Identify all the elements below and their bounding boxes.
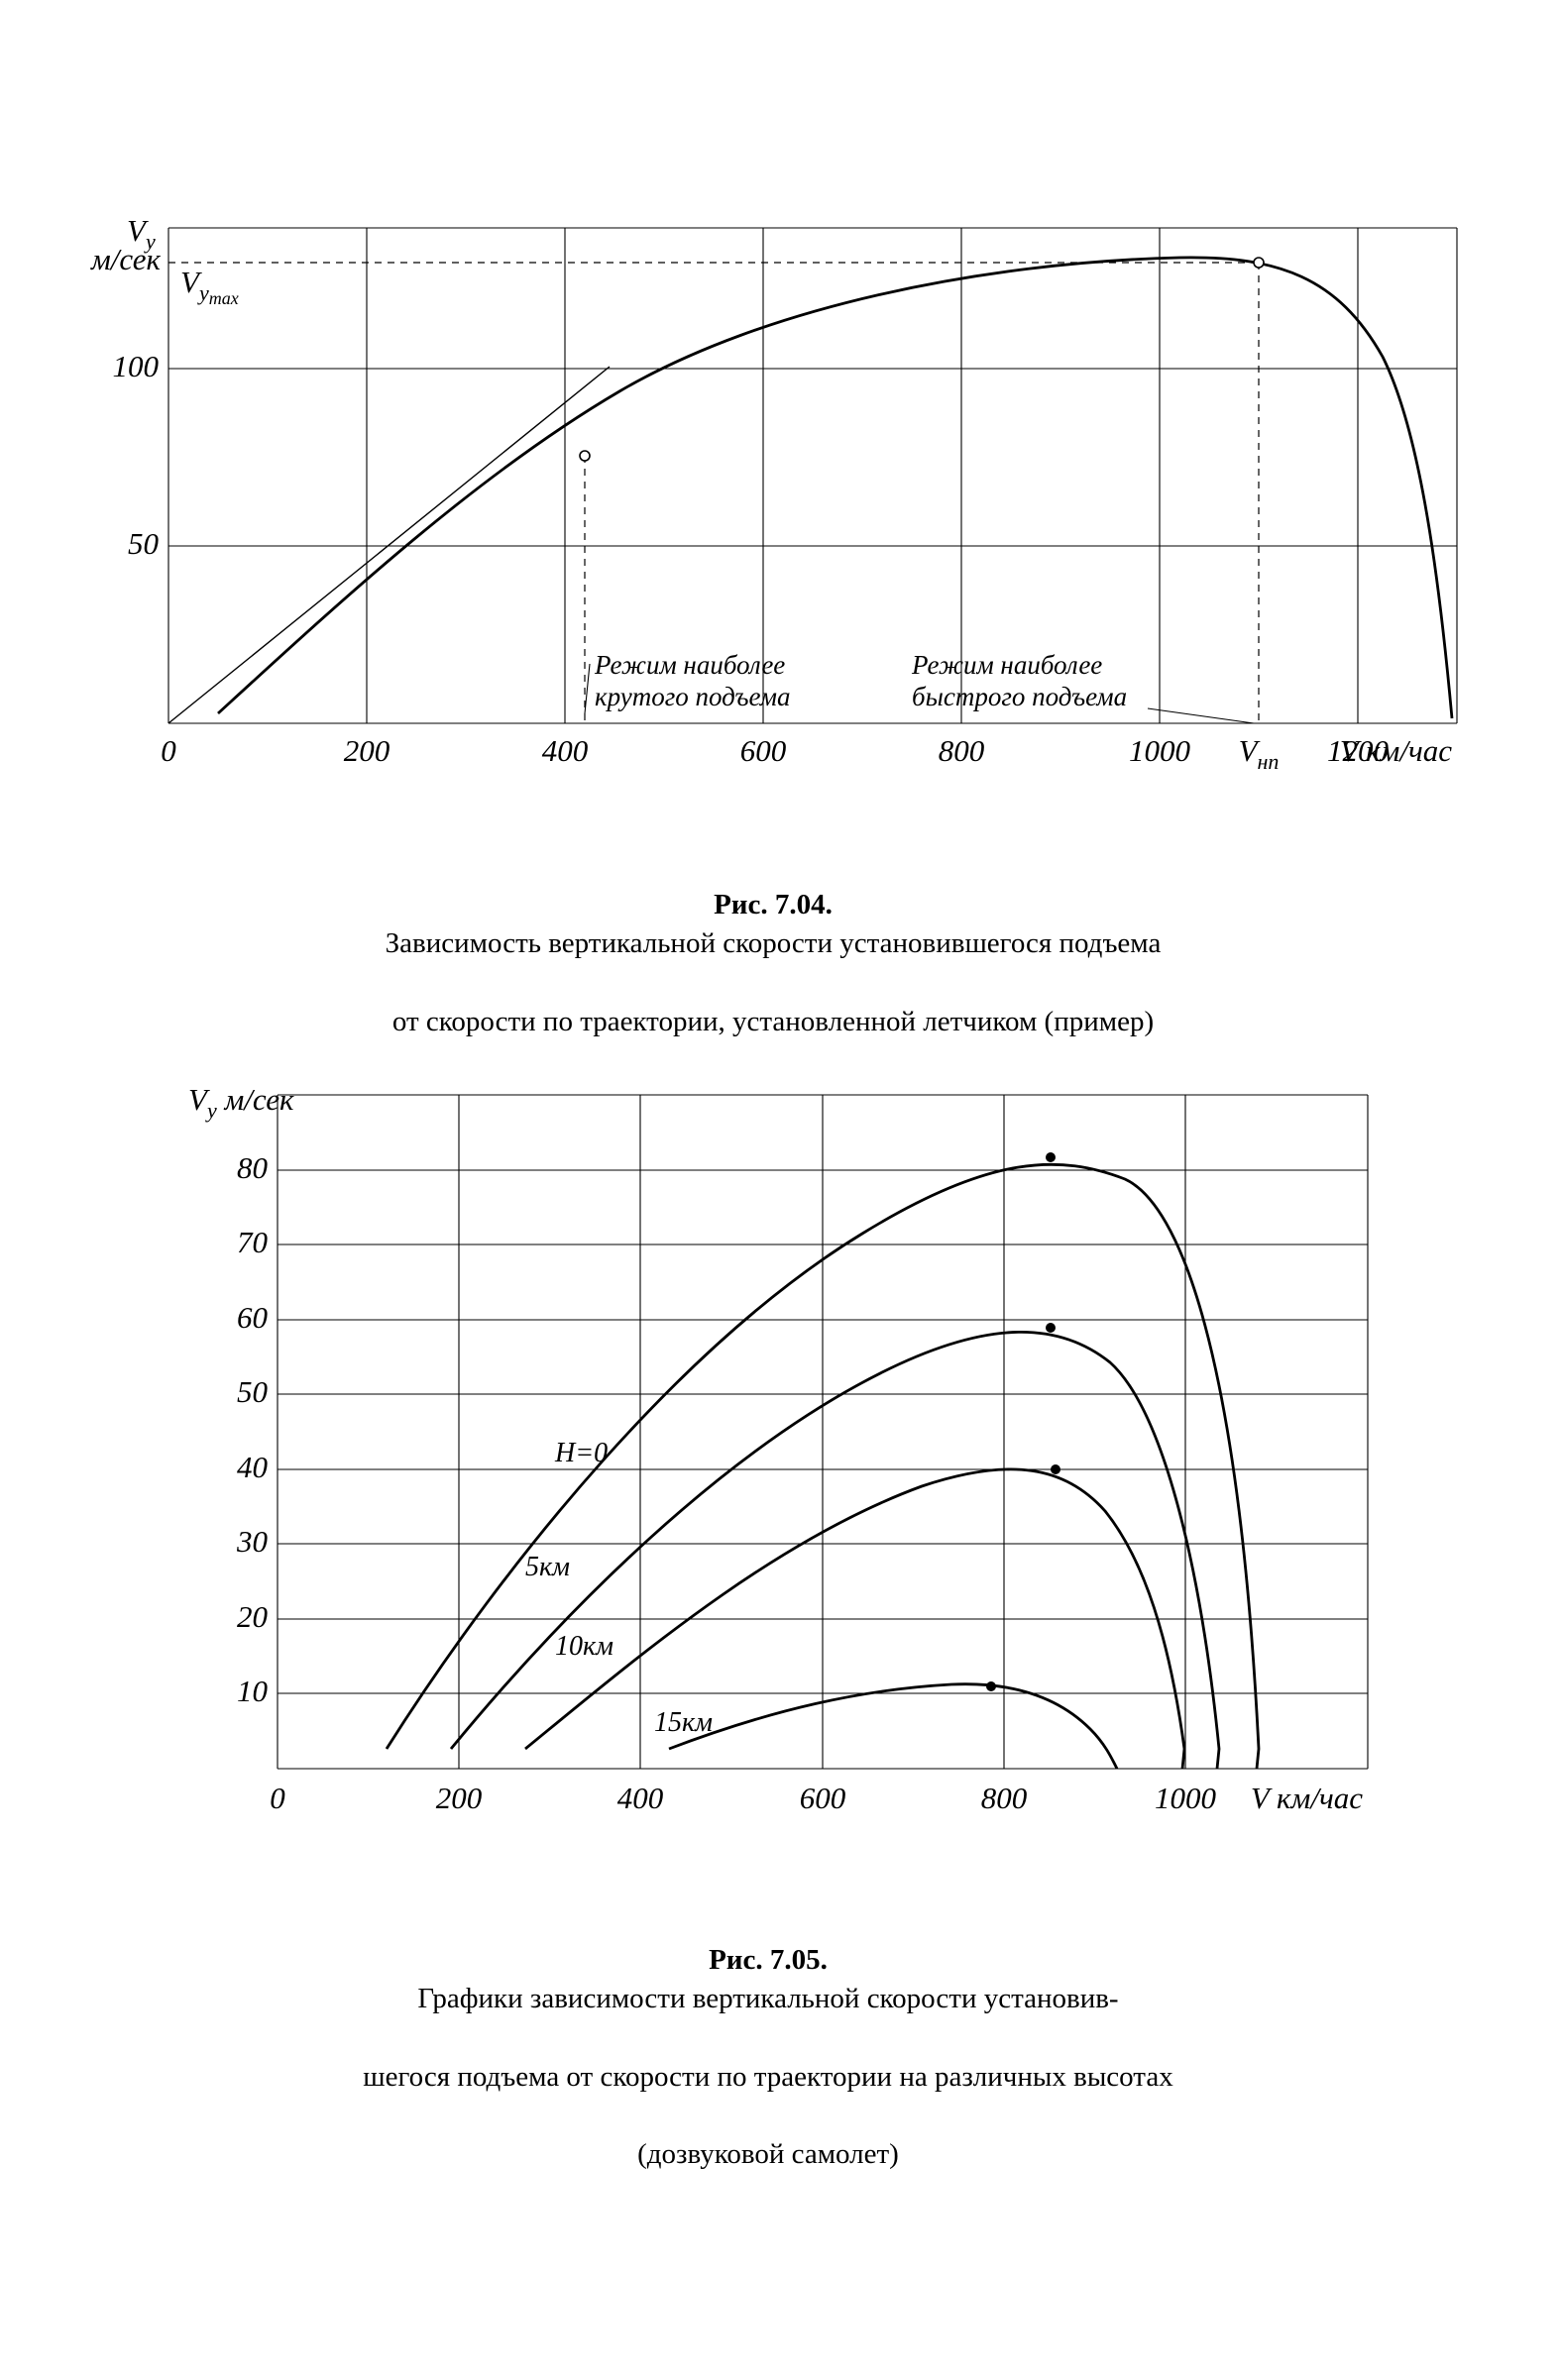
fig705-yt30: 30 — [236, 1524, 269, 1559]
figure-7-04: Vy м/сек Vymax 100 50 0 200 400 600 800 … — [89, 208, 1467, 783]
fig705-yt10: 10 — [237, 1674, 269, 1708]
fig705-lbl-15km: 15км — [654, 1707, 713, 1738]
fig704-caption-l1: Зависимость вертикальной скорости устано… — [386, 927, 1162, 959]
fig705-xt0: 0 — [270, 1781, 285, 1815]
fig704-tangent-point — [580, 451, 590, 461]
fig704-ann2-l1: Режим наиболее — [911, 650, 1102, 680]
fig704-xt800: 800 — [939, 733, 985, 768]
fig704-xt1000: 1000 — [1129, 733, 1191, 768]
fig704-curve — [218, 258, 1452, 718]
fig705-yt40: 40 — [237, 1450, 269, 1484]
fig705-yt50: 50 — [237, 1374, 269, 1409]
fig705-yticks: 80 70 60 50 40 30 20 10 — [236, 1150, 269, 1708]
figure-7-05: Vy м/сек 80 70 60 50 40 30 20 10 0 200 4… — [129, 1055, 1378, 1818]
fig705-markers — [986, 1152, 1060, 1691]
fig704-vymax-sub: y — [197, 280, 209, 305]
fig705-caption: Рис. 7.05. Графики зависимости вертикаль… — [149, 1902, 1388, 2174]
fig705-yunit: м/сек — [217, 1082, 294, 1117]
fig705-caption-bold: Рис. 7.05. — [709, 1944, 828, 1976]
fig705-yt20: 20 — [237, 1599, 269, 1634]
fig705-lbl-5km: 5км — [525, 1552, 570, 1582]
fig704-ann1-l1: Режим наиболее — [594, 650, 785, 680]
fig704-ann1-l2: крутого подъема — [595, 682, 791, 711]
fig704-tangent — [168, 367, 610, 723]
fig704-ytick-50: 50 — [128, 526, 160, 561]
fig704-xt600: 600 — [740, 733, 787, 768]
svg-text:Vy м/сек: Vy м/сек — [188, 1082, 294, 1123]
fig705-ylabel: Vy м/сек — [188, 1082, 294, 1123]
fig704-xt0: 0 — [161, 733, 176, 768]
fig705-vy-sub: y — [205, 1098, 217, 1123]
fig704-caption-l2: от скорости по траектории, установленной… — [392, 1006, 1154, 1037]
fig705-lbl-h0: H=0 — [554, 1438, 608, 1468]
fig705-xt400: 400 — [617, 1781, 664, 1815]
fig704-xt400: 400 — [542, 733, 589, 768]
fig704-xlabel: V км/час — [1340, 733, 1452, 768]
fig705-xt1000: 1000 — [1155, 1781, 1217, 1815]
fig705-xt600: 600 — [800, 1781, 846, 1815]
fig705-xticks: 0 200 400 600 800 1000 V км/час — [270, 1781, 1363, 1815]
fig705-lbl-10km: 10км — [555, 1631, 613, 1662]
fig704-axes — [168, 228, 1457, 723]
fig704-xt200: 200 — [344, 733, 390, 768]
fig704-ylabels: Vy м/сек Vymax — [90, 213, 239, 308]
fig704-svg: Vy м/сек Vymax 100 50 0 200 400 600 800 … — [89, 208, 1467, 783]
fig705-xlabel: V км/час — [1251, 1781, 1363, 1815]
fig704-xticks: 0 200 400 600 800 1000 Vнп 1200 V км/час — [161, 733, 1452, 774]
svg-text:Vymax: Vymax — [180, 265, 239, 308]
page-container: Vy м/сек Vymax 100 50 0 200 400 600 800 … — [0, 0, 1561, 2380]
fig705-xt200: 200 — [436, 1781, 483, 1815]
fig705-xt800: 800 — [981, 1781, 1028, 1815]
fig704-ann2-l2: быстрого подъема — [912, 682, 1127, 711]
svg-text:Vнп: Vнп — [1239, 733, 1280, 774]
fig704-ytick-100: 100 — [113, 349, 160, 383]
fig704-yunit: м/сек — [90, 242, 162, 276]
fig705-svg: Vy м/сек 80 70 60 50 40 30 20 10 0 200 4… — [129, 1055, 1378, 1818]
fig704-caption-bold: Рис. 7.04. — [714, 889, 833, 920]
fig705-yt70: 70 — [237, 1225, 269, 1259]
fig704-caption: Рис. 7.04. Зависимость вертикальной скор… — [119, 847, 1427, 1041]
fig705-yt60: 60 — [237, 1300, 269, 1335]
fig705-caption-l3: (дозвуковой самолет) — [637, 2138, 899, 2170]
fig704-peak-point — [1254, 258, 1264, 268]
fig705-yt80: 80 — [237, 1150, 269, 1185]
fig705-curve-5km — [451, 1332, 1219, 1769]
fig705-curve-15km — [669, 1684, 1117, 1769]
fig704-annotations: Режим наиболее крутого подъема Режим наи… — [594, 650, 1127, 711]
fig705-caption-l2: шегося подъема от скорости по траектории… — [363, 2061, 1172, 2093]
fig704-yticks: 100 50 — [113, 349, 160, 561]
fig705-caption-l1: Графики зависимости вертикальной скорост… — [417, 1983, 1118, 2014]
fig704-vymax-sub2: max — [209, 288, 239, 308]
fig704-vnp-sub: нп — [1258, 749, 1280, 774]
